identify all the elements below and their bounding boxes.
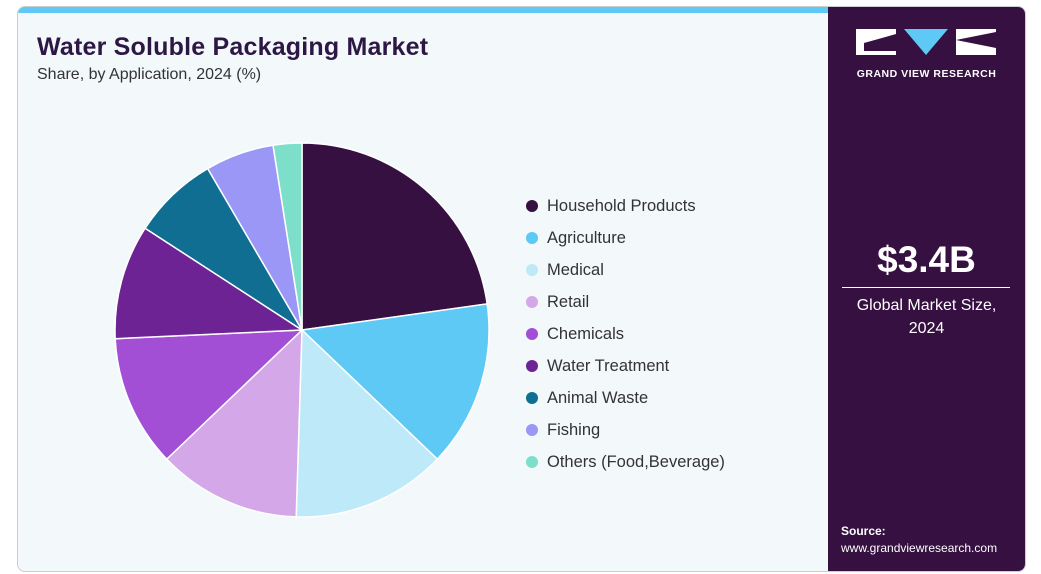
value-divider <box>842 287 1010 288</box>
pie-slice-retail <box>165 328 303 518</box>
source-url: www.grandviewresearch.com <box>841 541 998 555</box>
market-size-caption: Global Market Size, 2024 <box>856 297 997 337</box>
legend-item: Agriculture <box>526 222 725 254</box>
legend-item: Others (Food,Beverage) <box>526 446 725 478</box>
legend-label: Agriculture <box>547 228 626 247</box>
pie-slice-medical <box>295 328 439 518</box>
legend-swatch <box>526 296 538 308</box>
market-size-value: $3.4B <box>877 239 976 280</box>
legend-label: Chemicals <box>547 324 625 343</box>
top-accent-stripe <box>18 7 830 13</box>
legend-label: Retail <box>547 292 590 311</box>
legend-swatch <box>526 392 538 404</box>
pie-chart <box>114 142 490 518</box>
chart-subtitle: Share, by Application, 2024 (%) <box>37 66 262 83</box>
legend-label: Household Products <box>547 196 696 215</box>
legend-swatch <box>526 424 538 436</box>
legend-swatch <box>526 456 538 468</box>
legend-item: Retail <box>526 286 725 318</box>
brand-name: GRAND VIEW RESEARCH <box>856 68 997 80</box>
legend-swatch <box>526 360 538 372</box>
side-panel: GRAND VIEW RESEARCH $3.4B Global Market … <box>828 7 1025 571</box>
chart-legend: Household Products Agriculture Medical Reta… <box>526 190 725 478</box>
legend-swatch <box>526 328 538 340</box>
legend-label: Fishing <box>547 420 601 439</box>
legend-label: Animal Waste <box>547 388 649 407</box>
chart-card: Water Soluble Packaging Market Share, by… <box>17 6 1026 572</box>
legend-item: Water Treatment <box>526 350 725 382</box>
grand-view-research-logo <box>856 29 996 55</box>
legend-item: Fishing <box>526 414 725 446</box>
legend-swatch <box>526 200 538 212</box>
legend-item: Animal Waste <box>526 382 725 414</box>
legend-label: Medical <box>547 260 604 279</box>
legend-item: Medical <box>526 254 725 286</box>
legend-swatch <box>526 232 538 244</box>
pie-slice-agriculture <box>300 303 490 461</box>
pie-slice-chemicals <box>114 329 304 461</box>
source-label: Source: <box>841 524 886 538</box>
pie-slice-water-treatment <box>114 227 305 340</box>
legend-item: Household Products <box>526 190 725 222</box>
legend-label: Water Treatment <box>547 356 670 375</box>
legend-label: Others (Food,Beverage) <box>547 452 725 471</box>
legend-swatch <box>526 264 538 276</box>
pie-slice-others-food-beverage <box>272 142 303 331</box>
pie-slice-household-products <box>301 142 489 331</box>
chart-title: Water Soluble Packaging Market <box>37 33 429 61</box>
legend-item: Chemicals <box>526 318 725 350</box>
